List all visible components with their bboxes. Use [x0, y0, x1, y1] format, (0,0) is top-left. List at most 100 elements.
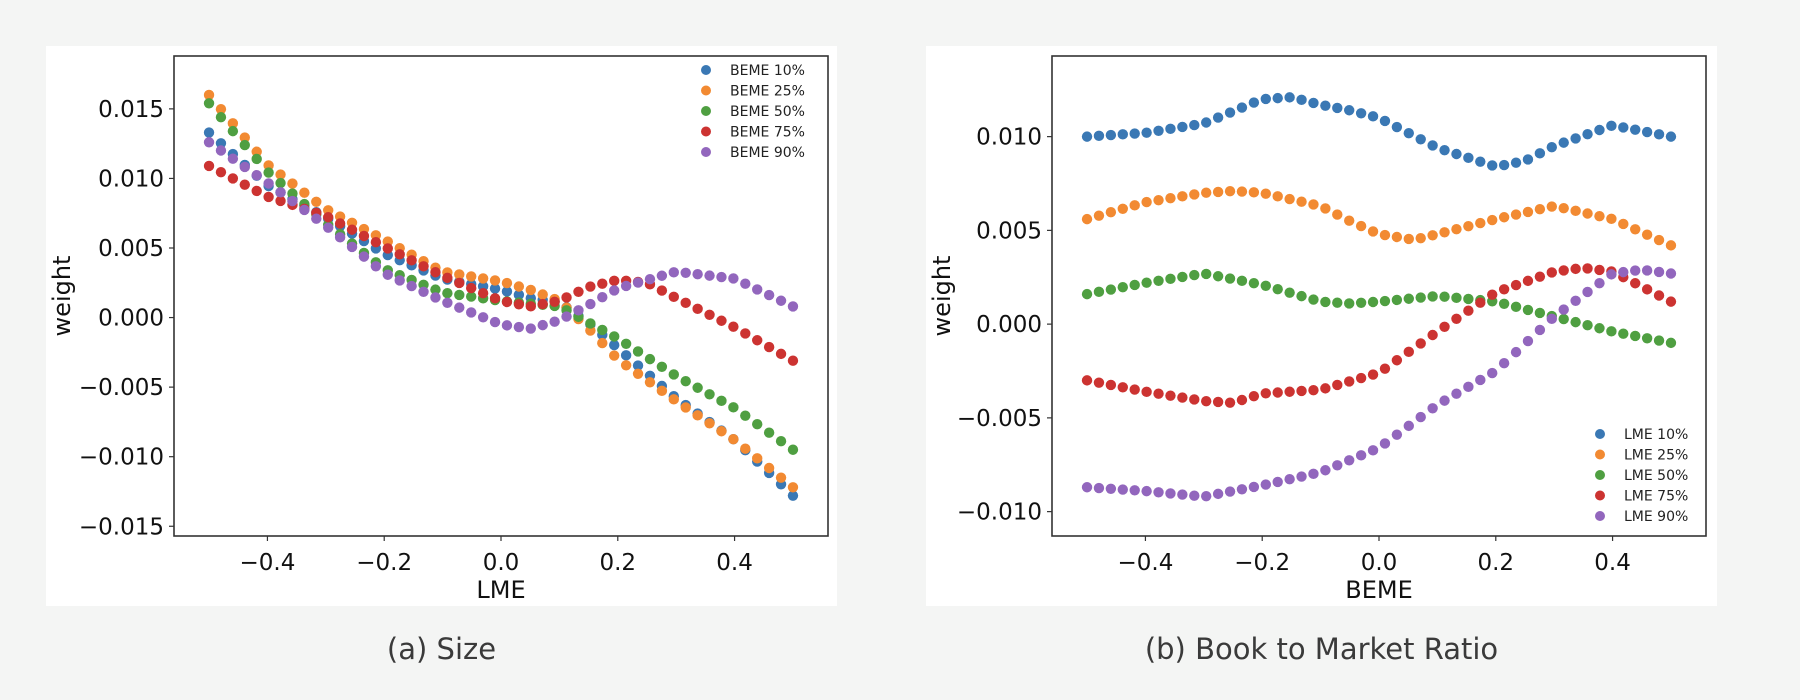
data-point — [1129, 485, 1140, 496]
data-point — [740, 278, 751, 289]
data-point — [275, 187, 286, 198]
data-point — [1332, 209, 1343, 220]
data-point — [585, 325, 596, 336]
data-point — [215, 112, 227, 123]
data-point — [1344, 298, 1355, 309]
plot-area — [173, 55, 829, 537]
data-point — [1105, 284, 1117, 295]
data-point — [597, 324, 608, 336]
data-point — [394, 275, 405, 286]
data-point — [1665, 337, 1677, 349]
data-point — [1224, 273, 1236, 284]
data-point — [1641, 265, 1653, 276]
data-point — [1475, 156, 1486, 167]
data-point — [215, 103, 227, 115]
data-point — [1260, 479, 1271, 490]
data-point — [1558, 137, 1569, 148]
data-point — [203, 137, 215, 148]
data-point — [1236, 484, 1248, 495]
data-point — [1498, 212, 1510, 223]
data-point — [513, 321, 525, 333]
data-point — [1522, 275, 1534, 287]
data-point — [263, 178, 274, 189]
data-point — [1439, 321, 1450, 333]
data-point — [1081, 375, 1093, 386]
legend-label: BEME 50% — [730, 104, 805, 120]
data-point — [609, 331, 620, 342]
data-point — [1284, 193, 1295, 205]
data-point — [1248, 97, 1260, 108]
data-point — [1522, 304, 1534, 316]
data-point — [1177, 392, 1188, 403]
data-point — [1308, 294, 1319, 305]
data-point — [1391, 121, 1403, 133]
x-tick-label: 0.0 — [1361, 550, 1398, 576]
data-point — [1391, 294, 1403, 306]
legend-marker — [701, 126, 711, 137]
data-point — [430, 284, 441, 295]
data-point — [1653, 335, 1665, 346]
data-point — [1439, 291, 1450, 302]
y-tick-label: 0.000 — [98, 306, 164, 332]
data-point — [1141, 485, 1152, 497]
data-point — [1534, 307, 1546, 319]
data-point — [311, 196, 322, 207]
data-point — [1284, 386, 1295, 397]
data-point — [632, 346, 644, 357]
data-point — [1201, 268, 1212, 280]
data-point — [203, 127, 215, 138]
data-point — [1153, 194, 1164, 206]
data-point — [1272, 476, 1283, 488]
data-point — [561, 311, 572, 322]
y-tick-label: 0.005 — [98, 236, 164, 262]
data-point — [1582, 129, 1593, 140]
data-point — [573, 286, 584, 297]
data-point — [680, 297, 691, 309]
y-tick-label: −0.010 — [957, 500, 1042, 526]
data-point — [1296, 471, 1307, 482]
data-point — [215, 166, 227, 178]
y-tick-label: 0.000 — [976, 312, 1042, 338]
data-point — [1546, 267, 1557, 278]
data-point — [1201, 187, 1212, 198]
data-point — [1308, 385, 1319, 396]
data-point — [1606, 326, 1617, 337]
data-point — [1248, 277, 1260, 289]
data-point — [1355, 450, 1367, 461]
data-point — [1272, 92, 1283, 104]
data-point — [668, 291, 679, 303]
data-point — [1129, 384, 1140, 395]
data-point — [1105, 379, 1117, 391]
data-point — [454, 277, 465, 289]
data-point — [1463, 293, 1474, 305]
series-lme-90pct — [1081, 265, 1677, 502]
legend-label: LME 50% — [1624, 468, 1688, 484]
data-point — [1165, 193, 1176, 204]
chart-panel-size: −0.4 −0.2 0.0 0.2 0.4 0.015 0.010 0.005 0.000 −0.… — [46, 46, 837, 606]
data-point — [1439, 395, 1450, 406]
data-point — [1630, 265, 1641, 276]
data-point — [239, 161, 250, 173]
data-point — [740, 328, 751, 339]
data-point — [1665, 268, 1677, 279]
data-point — [1487, 289, 1498, 300]
data-point — [466, 271, 477, 282]
data-point — [299, 204, 310, 216]
data-point — [1260, 388, 1271, 399]
data-point — [203, 89, 215, 101]
data-point — [1332, 460, 1343, 471]
data-point — [668, 394, 679, 405]
data-point — [1546, 142, 1557, 153]
data-point — [239, 132, 250, 143]
data-point — [1618, 328, 1629, 339]
data-point — [775, 472, 787, 483]
data-point — [442, 297, 453, 309]
legend-label: LME 90% — [1624, 509, 1688, 525]
data-point — [1487, 367, 1498, 379]
data-point — [775, 295, 787, 306]
data-point — [787, 482, 799, 493]
data-point — [620, 360, 632, 371]
data-point — [1427, 403, 1438, 414]
data-point — [239, 179, 250, 190]
data-point — [1606, 120, 1617, 131]
